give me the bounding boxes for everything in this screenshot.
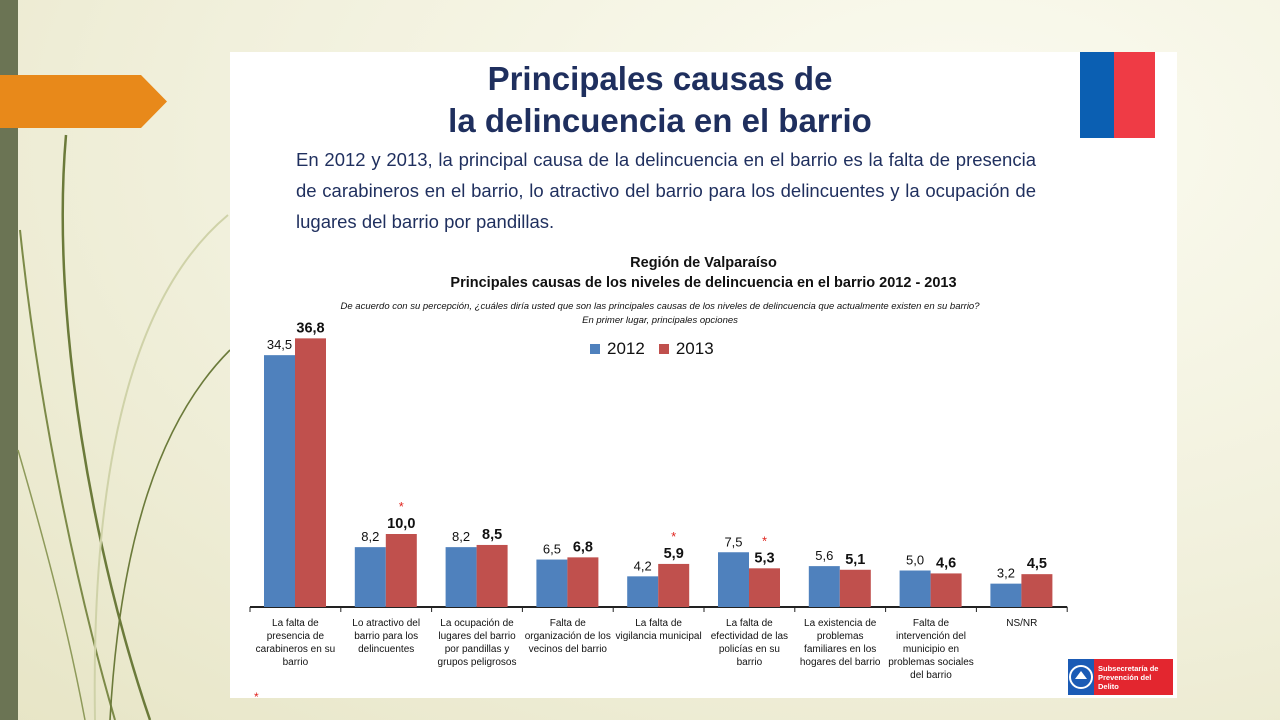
data-label-2013-7: 4,6 bbox=[936, 555, 956, 571]
data-label-2013-4: 5,9 bbox=[664, 546, 684, 562]
flag-blue-stripe bbox=[1080, 52, 1114, 138]
significance-marker-1: * bbox=[399, 499, 404, 514]
legend-item-2013: 2013 bbox=[658, 339, 714, 359]
footnote-marker: * bbox=[254, 690, 259, 698]
slide-title-line2: la delincuencia en el barrio bbox=[448, 102, 872, 139]
orange-arrow-polygon bbox=[0, 75, 167, 128]
bar-2013-1 bbox=[385, 534, 417, 607]
subsecretaria-logo: Subsecretaría de Prevención del Delito bbox=[1068, 659, 1173, 695]
bar-2013-2 bbox=[476, 544, 508, 607]
bar-2013-4 bbox=[658, 563, 690, 607]
data-label-2012-7: 5,0 bbox=[906, 553, 924, 568]
data-label-2012-4: 4,2 bbox=[634, 558, 652, 573]
bar-chart: 34,5 36,8 8,2 10,0 * 8,2 8,5 6,5 6,8 4,2 5,9 * 7,5 5,… bbox=[249, 320, 1068, 612]
coat-of-arms-icon bbox=[1068, 659, 1094, 695]
slide-title-line1: Principales causas de bbox=[487, 60, 833, 97]
chart-legend: 2012 2013 bbox=[590, 339, 714, 359]
chile-flag bbox=[1080, 52, 1155, 138]
legend-swatch-2013 bbox=[658, 344, 669, 354]
data-label-2012-1: 8,2 bbox=[361, 529, 379, 544]
category-label-8: NS/NR bbox=[1006, 618, 1038, 629]
data-label-2013-3: 6,8 bbox=[573, 539, 593, 555]
bar-2012-8 bbox=[990, 583, 1022, 607]
data-label-2012-8: 3,2 bbox=[997, 566, 1015, 581]
chart-title: Región de Valparaíso bbox=[630, 255, 777, 271]
legend-label-2013: 2013 bbox=[675, 339, 714, 358]
chart-question: De acuerdo con su percepción, ¿cuáles di… bbox=[340, 301, 980, 312]
category-label-7: Falta de intervención del municipio en p… bbox=[888, 618, 974, 681]
data-label-2012-6: 5,6 bbox=[815, 548, 833, 563]
orange-arrow-shape bbox=[0, 75, 167, 128]
category-label-0: La falta de presencia de carabineros en … bbox=[255, 618, 336, 668]
slide: Principales causas de la delincuencia en… bbox=[230, 52, 1177, 698]
legend-label-2012: 2012 bbox=[607, 339, 645, 358]
data-label-2013-0: 36,8 bbox=[296, 320, 324, 336]
bar-2013-0 bbox=[295, 338, 326, 607]
data-label-2013-6: 5,1 bbox=[845, 552, 865, 568]
bar-2012-0 bbox=[264, 355, 295, 607]
legend-item-2012: 2012 bbox=[590, 339, 645, 359]
chart-subtitle: Principales causas de los niveles de del… bbox=[450, 275, 957, 291]
data-label-2012-2: 8,2 bbox=[452, 529, 470, 544]
bar-2013-5 bbox=[749, 568, 780, 607]
significance-marker-4: * bbox=[671, 529, 676, 544]
bar-2013-7 bbox=[930, 573, 962, 607]
bar-2012-2 bbox=[445, 547, 477, 607]
significance-marker-5: * bbox=[762, 533, 767, 548]
decorative-curves bbox=[17, 134, 231, 720]
data-label-2013-1: 10,0 bbox=[387, 516, 415, 532]
category-label-5: La falta de efectividad de las policías … bbox=[710, 618, 789, 668]
data-label-2013-5: 5,3 bbox=[754, 550, 774, 566]
bar-2012-3 bbox=[536, 559, 568, 607]
legend-swatch-2012 bbox=[590, 344, 600, 354]
data-label-2013-2: 8,5 bbox=[482, 527, 502, 543]
category-label-3: Falta de organización de los vecinos del… bbox=[524, 618, 611, 655]
bar-2012-7 bbox=[899, 570, 931, 607]
data-label-2013-8: 4,5 bbox=[1027, 556, 1047, 572]
flag-red-stripe bbox=[1114, 52, 1155, 138]
left-decor-band bbox=[0, 0, 18, 720]
bar-2013-8 bbox=[1021, 574, 1053, 607]
bar-2012-1 bbox=[354, 547, 386, 607]
data-label-2012-5: 7,5 bbox=[724, 534, 742, 549]
bar-2013-6 bbox=[839, 569, 871, 607]
intro-paragraph: En 2012 y 2013, la principal causa de la… bbox=[296, 149, 1036, 232]
chart-question-note: En primer lugar, principales opciones bbox=[582, 315, 738, 326]
bar-2012-4 bbox=[627, 576, 659, 607]
category-label-2: La ocupación de lugares del barrio por p… bbox=[437, 618, 517, 668]
data-label-2012-3: 6,5 bbox=[543, 542, 561, 557]
bar-2012-6 bbox=[808, 566, 840, 607]
category-label-6: La existencia de problemas familiares en… bbox=[799, 618, 881, 668]
bar-2012-5 bbox=[718, 552, 749, 607]
category-label-4: La falta de vigilancia municipal bbox=[615, 618, 702, 642]
bar-2013-3 bbox=[567, 557, 599, 607]
category-label-1: Lo atractivo del barrio para los delincu… bbox=[352, 618, 421, 655]
slide-title: Principales causas de la delincuencia en… bbox=[230, 58, 1090, 142]
data-label-2012-0: 34,5 bbox=[267, 337, 292, 352]
logo-text: Subsecretaría de Prevención del Delito bbox=[1098, 663, 1159, 691]
